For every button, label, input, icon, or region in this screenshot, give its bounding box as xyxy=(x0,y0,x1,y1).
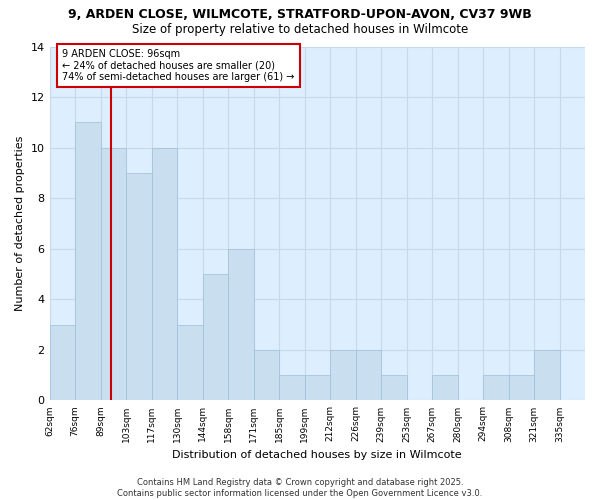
Bar xyxy=(381,375,407,400)
Text: Contains HM Land Registry data © Crown copyright and database right 2025.
Contai: Contains HM Land Registry data © Crown c… xyxy=(118,478,482,498)
Bar xyxy=(228,248,254,400)
Bar xyxy=(432,375,458,400)
Bar xyxy=(50,324,75,400)
Bar xyxy=(126,173,152,400)
X-axis label: Distribution of detached houses by size in Wilmcote: Distribution of detached houses by size … xyxy=(172,450,462,460)
Bar xyxy=(483,375,509,400)
Bar xyxy=(509,375,534,400)
Bar xyxy=(305,375,330,400)
Bar xyxy=(534,350,560,401)
Text: 9, ARDEN CLOSE, WILMCOTE, STRATFORD-UPON-AVON, CV37 9WB: 9, ARDEN CLOSE, WILMCOTE, STRATFORD-UPON… xyxy=(68,8,532,20)
Bar xyxy=(279,375,305,400)
Bar xyxy=(152,148,177,400)
Text: Size of property relative to detached houses in Wilmcote: Size of property relative to detached ho… xyxy=(132,22,468,36)
Bar xyxy=(177,324,203,400)
Bar xyxy=(101,148,126,400)
Bar xyxy=(330,350,356,401)
Bar xyxy=(356,350,381,401)
Bar xyxy=(203,274,228,400)
Bar xyxy=(254,350,279,401)
Y-axis label: Number of detached properties: Number of detached properties xyxy=(15,136,25,311)
Text: 9 ARDEN CLOSE: 96sqm
← 24% of detached houses are smaller (20)
74% of semi-detac: 9 ARDEN CLOSE: 96sqm ← 24% of detached h… xyxy=(62,49,295,82)
Bar xyxy=(75,122,101,400)
